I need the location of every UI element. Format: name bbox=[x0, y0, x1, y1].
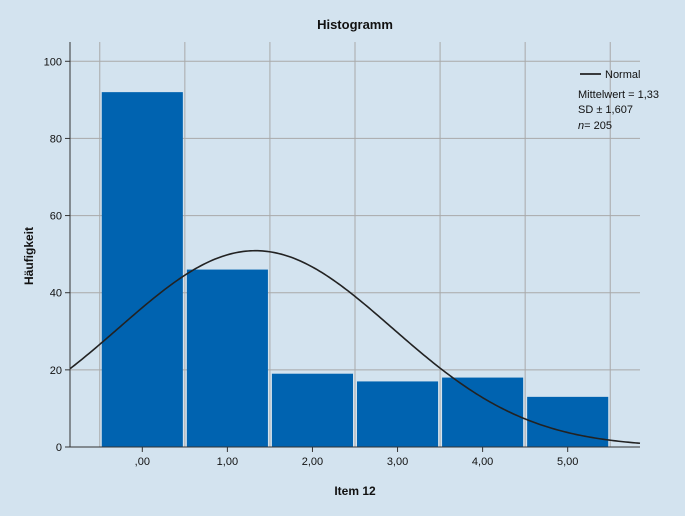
x-tick-label: 1,00 bbox=[217, 456, 238, 468]
x-tick-label: 3,00 bbox=[387, 456, 408, 468]
histogram-bar bbox=[101, 92, 183, 448]
histogram-bar bbox=[357, 381, 439, 447]
legend-n-suffix: = 205 bbox=[584, 120, 612, 132]
legend-normal-label: Normal bbox=[605, 69, 640, 81]
y-tick-label: 20 bbox=[50, 365, 62, 377]
legend-mean: Mittelwert = 1,33 bbox=[578, 89, 659, 101]
y-tick-label: 40 bbox=[50, 288, 62, 300]
histogram-bar bbox=[527, 396, 609, 447]
x-tick-labels: ,00 1,00 2,00 3,00 4,00 5,00 bbox=[135, 456, 579, 468]
x-tick-label: 4,00 bbox=[472, 456, 493, 468]
y-tick-label: 0 bbox=[56, 442, 62, 454]
axes bbox=[65, 42, 640, 452]
chart-title: Histogramm bbox=[317, 17, 393, 32]
legend-n-prefix: n bbox=[578, 120, 584, 132]
bars bbox=[101, 92, 609, 448]
legend-n: n= 205 bbox=[578, 120, 612, 132]
y-tick-label: 60 bbox=[50, 211, 62, 223]
y-tick-label: 80 bbox=[50, 133, 62, 145]
histogram-bar bbox=[271, 373, 353, 447]
x-tick-label: 5,00 bbox=[557, 456, 578, 468]
x-axis-label: Item 12 bbox=[334, 484, 376, 498]
x-tick-label: 2,00 bbox=[302, 456, 323, 468]
y-tick-label: 100 bbox=[44, 56, 62, 68]
histogram-bar bbox=[186, 269, 268, 447]
legend: Normal Mittelwert = 1,33 SD ± 1,607 n= 2… bbox=[578, 69, 659, 132]
y-axis-label: Häufigkeit bbox=[22, 227, 36, 285]
legend-sd: SD ± 1,607 bbox=[578, 104, 633, 116]
x-tick-label: ,00 bbox=[135, 456, 150, 468]
normal-curve bbox=[69, 249, 641, 445]
y-tick-labels: 0 20 40 60 80 100 bbox=[44, 56, 62, 454]
